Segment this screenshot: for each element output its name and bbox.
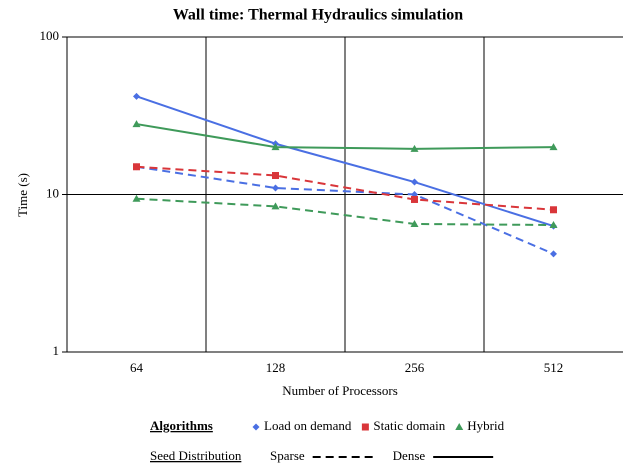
data-point xyxy=(549,221,558,229)
data-point xyxy=(550,250,557,258)
legend-label: Load on demand xyxy=(264,418,352,433)
x-tick-label: 512 xyxy=(544,360,564,375)
data-point xyxy=(549,143,558,151)
legend-label: Hybrid xyxy=(467,418,504,433)
data-point xyxy=(132,120,141,128)
legend-marker xyxy=(361,423,369,431)
data-point xyxy=(410,219,419,227)
legend-label: Dense xyxy=(393,448,426,463)
data-point xyxy=(410,144,419,152)
data-point xyxy=(272,172,279,180)
x-tick-label: 64 xyxy=(130,360,144,375)
x-tick-label: 128 xyxy=(266,360,286,375)
data-point xyxy=(133,92,140,100)
legend-label: Static domain xyxy=(373,418,445,433)
legend-title: Seed Distribution xyxy=(150,448,242,463)
series-line xyxy=(136,165,554,211)
data-point xyxy=(411,195,418,203)
series-line xyxy=(136,123,554,150)
legend-marker xyxy=(455,423,464,430)
x-axis-label: Number of Processors xyxy=(282,383,398,398)
data-point xyxy=(411,178,418,186)
series-line xyxy=(136,197,554,227)
series-line xyxy=(136,165,554,255)
data-point xyxy=(271,202,280,210)
data-point xyxy=(272,184,279,192)
y-tick-label: 1 xyxy=(53,343,60,358)
legend-title: Algorithms xyxy=(150,418,213,433)
data-point xyxy=(132,194,141,202)
data-point xyxy=(133,163,140,171)
data-point xyxy=(550,206,557,214)
data-point xyxy=(271,143,280,151)
chart-title: Wall time: Thermal Hydraulics simulation xyxy=(173,7,463,24)
y-tick-label: 10 xyxy=(46,185,59,200)
y-axis-label: Time (s) xyxy=(15,173,30,217)
series-line xyxy=(136,95,554,228)
legend-label: Sparse xyxy=(270,448,305,463)
x-tick-label: 256 xyxy=(405,360,425,375)
y-tick-label: 100 xyxy=(40,28,60,43)
legend-marker xyxy=(252,423,260,431)
